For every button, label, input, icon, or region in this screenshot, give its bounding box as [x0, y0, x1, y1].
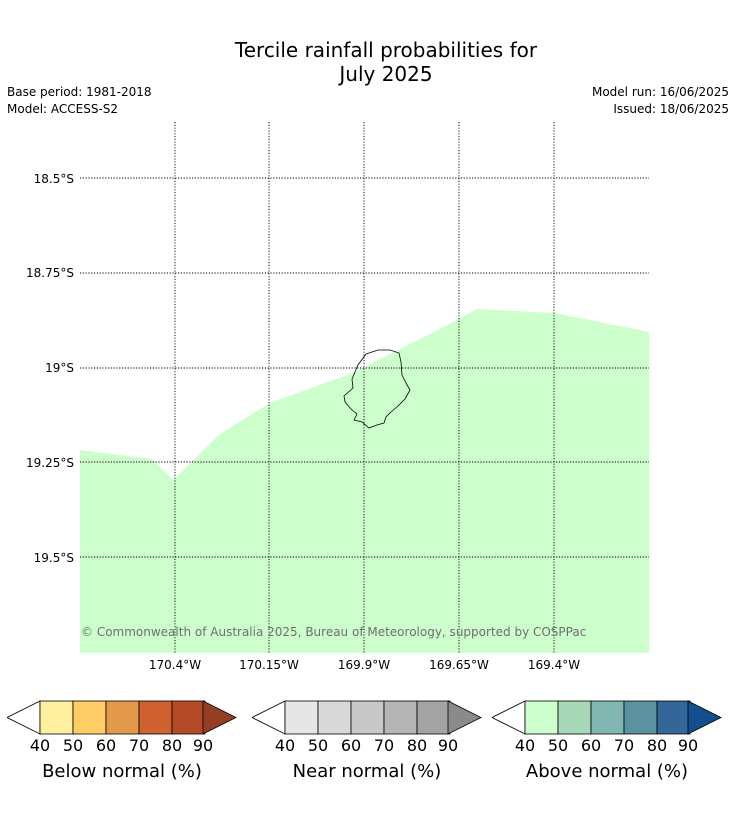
colorbar-tick: 90 [677, 736, 699, 755]
colorbar-segment [623, 700, 658, 735]
above-normal-fill-region [80, 309, 649, 653]
colorbar-tick: 50 [62, 736, 84, 755]
lon-label: 170.4°W [149, 658, 201, 672]
colorbar-over-arrow [202, 700, 237, 735]
colorbar-label: Below normal (%) [42, 761, 202, 782]
model-name: Model: ACCESS-S2 [7, 102, 119, 116]
lon-label: 169.4°W [528, 658, 580, 672]
copyright-notice: © Commonwealth of Australia 2025, Bureau… [81, 625, 587, 639]
colorbar-tick: 80 [646, 736, 668, 755]
colorbar-segment [416, 700, 451, 735]
colorbar-segment [557, 700, 592, 735]
colorbar-tick: 60 [580, 736, 602, 755]
colorbar-above-normal [491, 700, 722, 735]
title-line-2: July 2025 [339, 62, 433, 86]
colorbar-segment [383, 700, 418, 735]
colorbar-segment [284, 700, 319, 735]
colorbar-tick: 60 [340, 736, 362, 755]
colorbar-tick: 80 [161, 736, 183, 755]
colorbar-segment [138, 700, 173, 735]
map-title: Tercile rainfall probabilities for July … [0, 38, 736, 86]
colorbar-segment [350, 700, 385, 735]
lon-label: 169.9°W [338, 658, 390, 672]
colorbar-segment [171, 700, 206, 735]
legend-near-normal: 40 50 60 70 80 90 Near normal (%) [251, 700, 482, 790]
meta-left: Base period: 1981-2018 Model: ACCESS-S2 [7, 84, 152, 118]
colorbar-tick: 60 [95, 736, 117, 755]
colorbar-tick: 40 [274, 736, 296, 755]
colorbar-over-arrow [447, 700, 482, 735]
base-period: Base period: 1981-2018 [7, 85, 152, 99]
colorbar-segment [39, 700, 74, 735]
colorbar-tick: 40 [514, 736, 536, 755]
colorbar-segment [317, 700, 352, 735]
meta-right: Model run: 16/06/2025 Issued: 18/06/2025 [592, 84, 729, 118]
lat-label: 19°S [45, 361, 74, 375]
colorbar-tick: 70 [613, 736, 635, 755]
colorbar-tick: 80 [406, 736, 428, 755]
colorbar-under-arrow [251, 700, 286, 735]
colorbar-segment [590, 700, 625, 735]
model-run: Model run: 16/06/2025 [591, 85, 729, 99]
colorbar-near-normal [251, 700, 482, 735]
lon-label: 169.65°W [429, 658, 489, 672]
colorbar-below-normal [6, 700, 237, 735]
colorbar-under-arrow [491, 700, 526, 735]
lon-label: 170.15°W [239, 658, 299, 672]
legend-above-normal: 40 50 60 70 80 90 Above normal (%) [491, 700, 722, 790]
colorbar-over-arrow [687, 700, 722, 735]
lat-label: 18.75°S [26, 266, 74, 280]
colorbar-tick: 90 [192, 736, 214, 755]
colorbar-tick: 40 [29, 736, 51, 755]
island-coastline [343, 349, 411, 429]
title-line-1: Tercile rainfall probabilities for [234, 38, 538, 62]
graticule [80, 122, 649, 653]
colorbar-tick: 50 [547, 736, 569, 755]
colorbar-segment [524, 700, 559, 735]
colorbar-label: Above normal (%) [525, 761, 689, 782]
lat-label: 19.5°S [34, 551, 74, 565]
legend-below-normal: 40 50 60 70 80 90 Below normal (%) [6, 700, 237, 790]
colorbar-tick: 70 [373, 736, 395, 755]
colorbar-under-arrow [6, 700, 41, 735]
colorbar-segment [72, 700, 107, 735]
colorbar-segment [656, 700, 691, 735]
lat-label: 19.25°S [26, 456, 74, 470]
lat-label: 18.5°S [34, 172, 74, 186]
issued-date: Issued: 18/06/2025 [613, 102, 729, 116]
colorbar-label: Near normal (%) [292, 761, 442, 782]
colorbar-tick: 50 [307, 736, 329, 755]
colorbar-tick: 70 [128, 736, 150, 755]
colorbar-segment [105, 700, 140, 735]
map-panel: 18.5°S 18.75°S 19°S 19.25°S 19.5°S 170.4… [26, 122, 649, 672]
colorbar-tick: 90 [437, 736, 459, 755]
